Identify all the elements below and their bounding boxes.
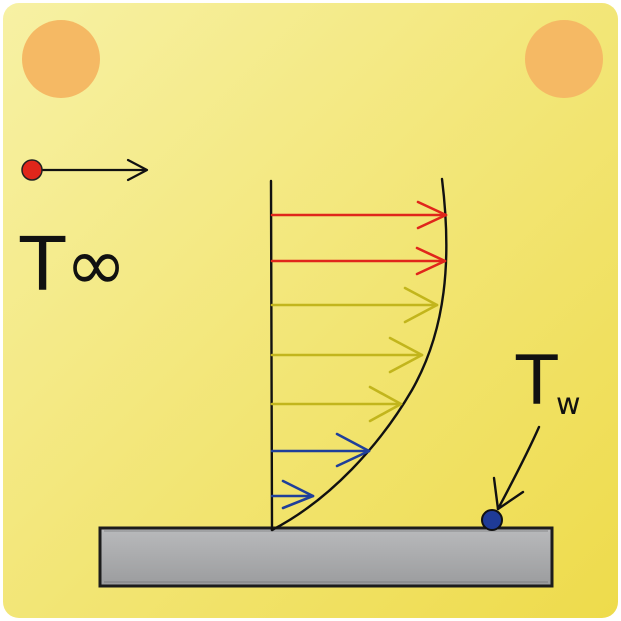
free-stream-temp-label: T∞	[19, 222, 127, 308]
velocity-arrowhead-5	[368, 385, 403, 423]
velocity-arrowhead-1	[416, 200, 448, 230]
free-stream-arrowhead	[126, 158, 149, 182]
velocity-arrowhead-6	[335, 432, 371, 468]
velocity-profile-curve	[270, 177, 448, 532]
wall-temp-label: T w	[515, 342, 581, 422]
pin-right	[525, 20, 603, 98]
pin-left	[22, 20, 100, 98]
velocity-arrowhead-7	[281, 479, 315, 510]
velocity-arrowhead-3	[403, 286, 439, 324]
velocity-arrowhead-2	[415, 246, 447, 276]
free-stream-indicator	[21, 158, 149, 182]
wall-temp-main: T	[515, 342, 558, 421]
background-card	[3, 3, 618, 618]
velocity-arrowhead-4	[388, 336, 424, 374]
wall-temp-subscript: w	[556, 387, 581, 422]
plate-body	[98, 526, 554, 588]
wall-dot	[481, 509, 503, 531]
wall-pointer-arrow	[492, 425, 541, 511]
free-stream-dot	[21, 159, 43, 181]
wall-plate	[98, 526, 554, 588]
